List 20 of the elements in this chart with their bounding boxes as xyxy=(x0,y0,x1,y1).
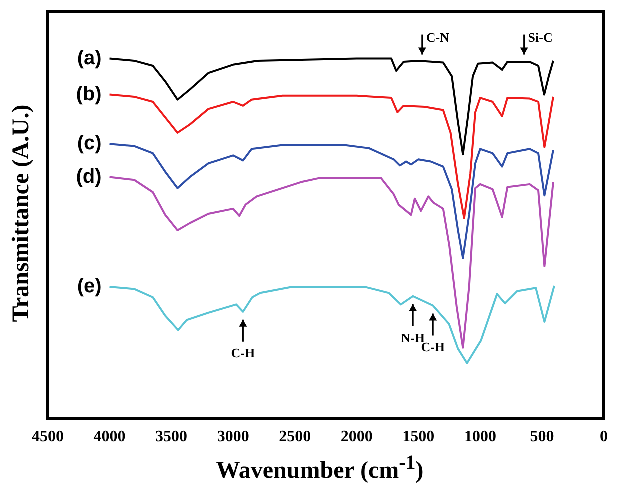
series-label: (d) xyxy=(76,166,102,188)
series-label: (b) xyxy=(76,83,102,106)
x-tick-label: 2000 xyxy=(340,428,373,446)
x-tick-label: 2500 xyxy=(279,428,312,446)
annotation: C-N xyxy=(426,30,450,46)
x-tick-label: 3500 xyxy=(156,428,188,446)
x-axis-title: Wavenumber (cm$^{-1}$) xyxy=(215,452,425,485)
x-tick-label: 1000 xyxy=(464,428,496,446)
x-tick-label: 4500 xyxy=(32,428,64,446)
series-label: (e) xyxy=(77,276,102,298)
x-tick-label: 1500 xyxy=(402,428,435,446)
x-tick-label: 3000 xyxy=(217,428,250,446)
x-tick-label: 4000 xyxy=(94,428,126,446)
annotation: Si-C xyxy=(528,30,553,46)
x-tick-label: 500 xyxy=(530,428,554,446)
series-label: (a) xyxy=(77,47,102,70)
x-tick-label: 0 xyxy=(600,428,608,446)
series-label: (c) xyxy=(77,132,102,155)
y-axis-title: Transmittance (A.U.) xyxy=(8,104,36,324)
annotation: C-H xyxy=(231,346,256,361)
